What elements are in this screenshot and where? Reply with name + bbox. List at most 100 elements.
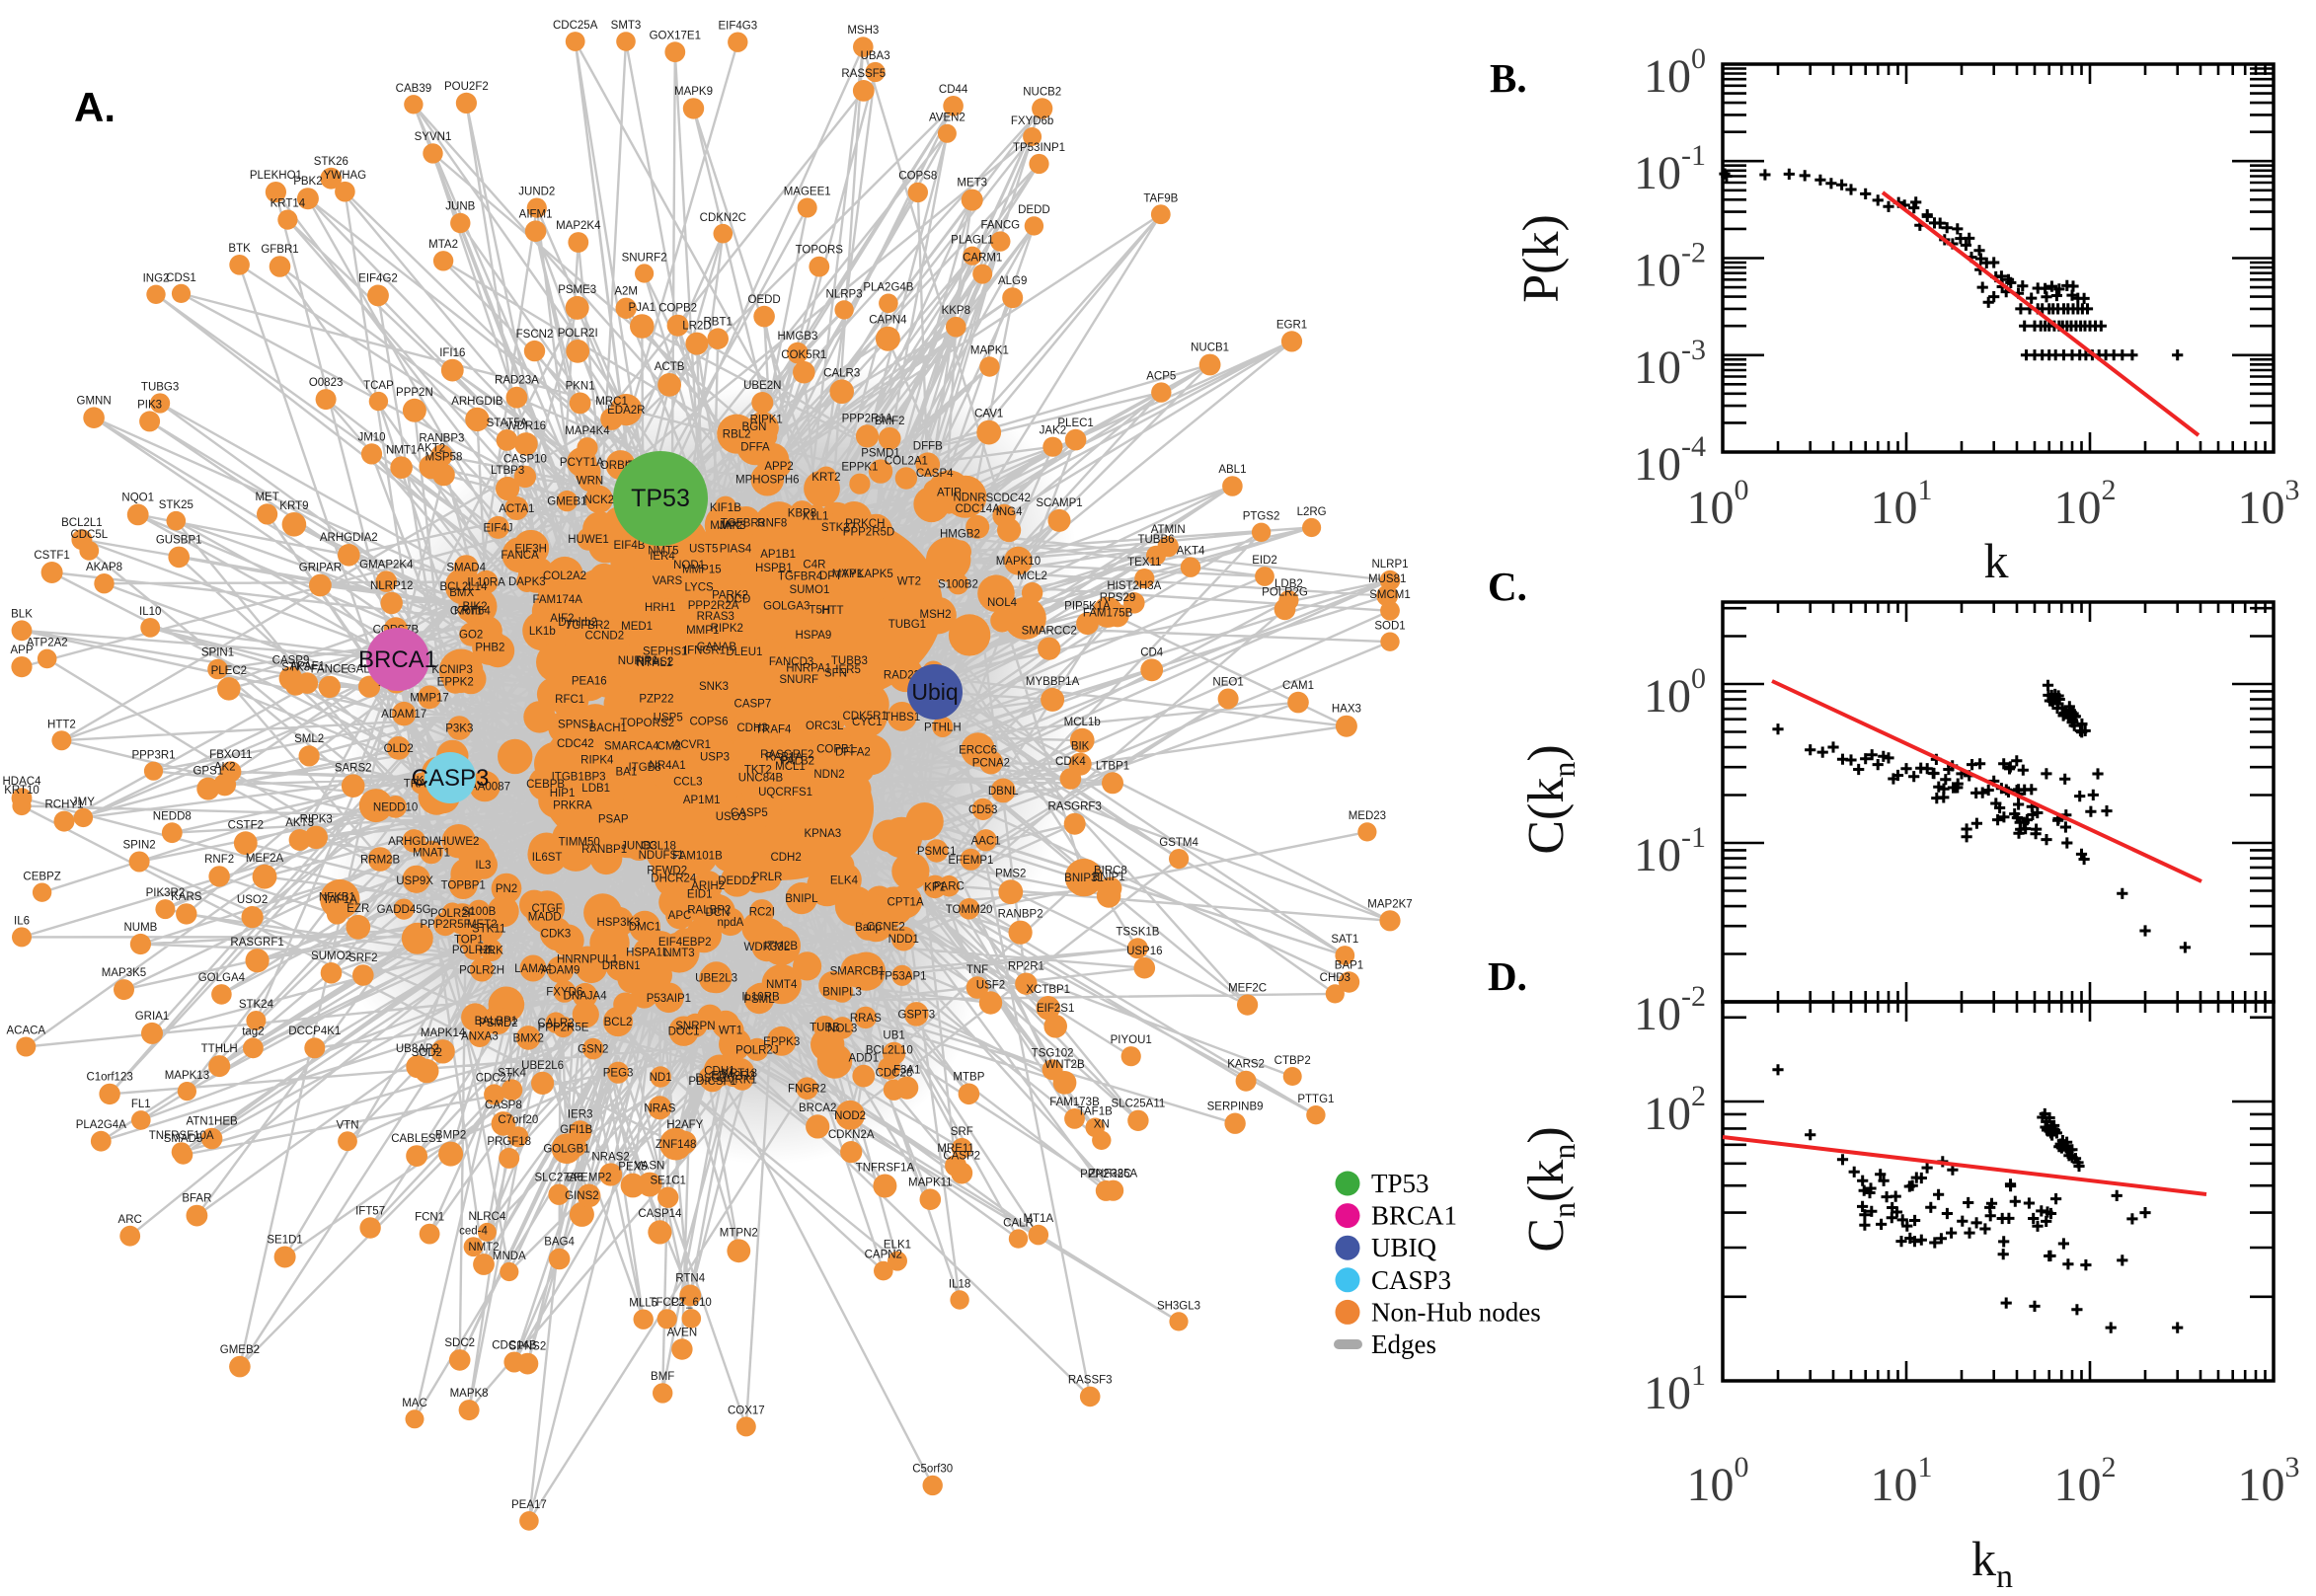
svg-text:MAGEE1: MAGEE1	[784, 187, 831, 198]
svg-text:ING4: ING4	[996, 506, 1023, 518]
svg-text:IFT57: IFT57	[355, 1205, 385, 1217]
svg-text:OLD2: OLD2	[384, 743, 414, 755]
svg-text:FCN1: FCN1	[415, 1212, 444, 1224]
svg-text:GOLGA3: GOLGA3	[763, 600, 810, 612]
svg-text:PDICSF1: PDICSF1	[688, 1076, 736, 1088]
svg-text:HMGB2: HMGB2	[940, 528, 980, 540]
svg-text:NEDD8: NEDD8	[153, 810, 192, 822]
svg-text:RIPK3: RIPK3	[300, 814, 333, 826]
svg-text:BMF: BMF	[651, 1371, 674, 1383]
svg-text:NTHL1: NTHL1	[637, 657, 672, 669]
svg-text:BMF2: BMF2	[875, 416, 905, 427]
svg-text:PIK3: PIK3	[137, 399, 162, 411]
svg-text:BA1: BA1	[616, 767, 638, 779]
svg-text:PN2: PN2	[496, 883, 517, 895]
svg-text:SML2: SML2	[294, 733, 324, 745]
svg-text:IL10RA: IL10RA	[467, 577, 505, 589]
svg-text:PKN1: PKN1	[566, 381, 595, 393]
svg-text:CASP3: CASP3	[1371, 1265, 1451, 1295]
svg-text:PARC: PARC	[934, 881, 965, 893]
svg-text:BAG4: BAG4	[544, 1237, 575, 1249]
svg-text:USF2: USF2	[976, 979, 1005, 991]
svg-text:MAPK14: MAPK14	[421, 1027, 466, 1039]
svg-text:EIF4G3: EIF4G3	[718, 21, 757, 33]
svg-text:YWHAG: YWHAG	[324, 170, 367, 182]
svg-text:HSPA1L: HSPA1L	[626, 947, 669, 958]
svg-text:ATP2A2: ATP2A2	[27, 638, 68, 649]
svg-text:KIF1B: KIF1B	[710, 502, 741, 514]
svg-text:ACTA1: ACTA1	[499, 503, 534, 515]
svg-text:WDR33L: WDR33L	[743, 942, 790, 953]
svg-text:SLC25A11: SLC25A11	[1112, 1099, 1166, 1110]
svg-text:CASP2: CASP2	[943, 1151, 980, 1163]
svg-text:RRAS2: RRAS2	[636, 656, 673, 668]
svg-text:EFEMP2: EFEMP2	[566, 1173, 611, 1184]
svg-text:EID1: EID1	[687, 889, 713, 901]
svg-text:MNAT1: MNAT1	[413, 848, 450, 860]
svg-text:WNT2B: WNT2B	[1044, 1059, 1085, 1071]
svg-text:BCL2L1: BCL2L1	[61, 517, 103, 529]
svg-text:NDD1: NDD1	[888, 934, 919, 946]
svg-text:TUBB6: TUBB6	[1137, 534, 1174, 546]
svg-text:JAK2: JAK2	[1040, 425, 1067, 437]
svg-text:TAF1A: TAF1A	[323, 894, 357, 906]
svg-text:TRAF4: TRAF4	[755, 724, 792, 736]
svg-text:WDR16: WDR16	[506, 420, 546, 432]
svg-text:TAF1B: TAF1B	[1078, 1106, 1113, 1118]
svg-text:B.: B.	[1490, 55, 1527, 101]
svg-text:DFFA2: DFFA2	[835, 746, 871, 758]
svg-text:CT_610: CT_610	[671, 1297, 712, 1309]
svg-text:NUMB: NUMB	[123, 922, 157, 934]
svg-text:TNF: TNF	[966, 964, 988, 976]
svg-text:MAPK9: MAPK9	[674, 86, 713, 98]
svg-text:MAP3K5: MAP3K5	[102, 967, 146, 979]
svg-text:CM2: CM2	[657, 740, 681, 752]
svg-text:FANCE: FANCE	[311, 664, 349, 676]
svg-text:L2RG: L2RG	[1297, 506, 1327, 518]
svg-text:CDKN2A: CDKN2A	[828, 1129, 875, 1141]
svg-text:COL2A2: COL2A2	[543, 570, 586, 582]
svg-text:SMAD5: SMAD5	[164, 1133, 203, 1145]
svg-text:NEO1: NEO1	[1212, 677, 1243, 689]
svg-text:SNK3: SNK3	[699, 681, 729, 693]
svg-text:CALR2: CALR2	[538, 1018, 575, 1029]
svg-text:kn: kn	[1971, 1531, 2013, 1591]
svg-text:GOX17E1: GOX17E1	[650, 30, 701, 41]
svg-text:Banp: Banp	[855, 922, 882, 934]
svg-text:CDC42: CDC42	[557, 738, 594, 750]
svg-text:BNIPL: BNIPL	[785, 893, 818, 905]
svg-text:HUWE1: HUWE1	[568, 534, 609, 546]
svg-text:C7orf64: C7orf64	[450, 605, 492, 617]
svg-text:MPHOSPH6: MPHOSPH6	[735, 475, 800, 487]
svg-text:LR2D: LR2D	[682, 321, 711, 333]
svg-text:ACVR1: ACVR1	[673, 739, 711, 751]
svg-text:SCAMP1: SCAMP1	[1036, 497, 1082, 509]
svg-text:FBXO11: FBXO11	[209, 749, 252, 761]
svg-text:PZP22: PZP22	[639, 694, 673, 706]
svg-text:EIF4EBP2: EIF4EBP2	[658, 937, 712, 949]
svg-text:ACACA: ACACA	[6, 1026, 45, 1037]
svg-text:Edges: Edges	[1371, 1330, 1436, 1359]
svg-text:MAP2K4: MAP2K4	[556, 220, 601, 232]
svg-text:BIK: BIK	[1071, 741, 1090, 753]
svg-text:ORC3L: ORC3L	[806, 721, 844, 732]
svg-text:NOD1: NOD1	[673, 560, 705, 571]
svg-text:NDN2: NDN2	[813, 769, 844, 781]
svg-text:NDN: NDN	[953, 492, 977, 503]
svg-text:STK26: STK26	[314, 156, 348, 168]
svg-text:SLC27A6: SLC27A6	[534, 1173, 582, 1184]
svg-text:EIF3H: EIF3H	[514, 543, 547, 555]
svg-text:EDA2R: EDA2R	[607, 405, 645, 417]
svg-text:MT1A: MT1A	[1023, 1213, 1053, 1225]
svg-text:MMP17: MMP17	[410, 692, 449, 704]
svg-text:CCL18: CCL18	[641, 840, 676, 852]
svg-text:FAM175B: FAM175B	[1083, 607, 1133, 619]
svg-text:SMT3: SMT3	[611, 20, 642, 32]
svg-text:BNIPL3: BNIPL3	[822, 987, 862, 999]
svg-text:FAM173B: FAM173B	[1049, 1097, 1100, 1108]
svg-text:COK5R1: COK5R1	[781, 349, 826, 361]
svg-text:IFNGR1: IFNGR1	[684, 645, 726, 656]
svg-text:ANXA3: ANXA3	[461, 1031, 499, 1043]
svg-text:EIF2S1: EIF2S1	[1037, 1003, 1074, 1015]
svg-text:CDC25A: CDC25A	[553, 20, 598, 32]
